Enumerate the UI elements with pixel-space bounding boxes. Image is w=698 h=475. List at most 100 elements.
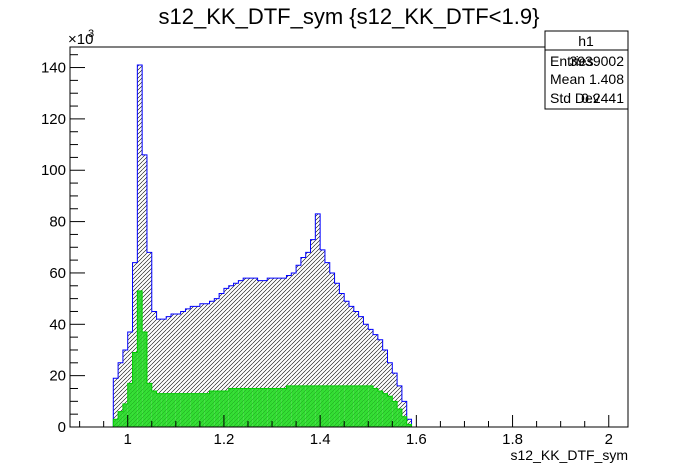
histogram-bar [392, 373, 398, 427]
green-histogram-bar [190, 393, 196, 427]
histogram-bar [339, 293, 345, 427]
green-histogram-bar [113, 419, 119, 427]
stats-name: h1 [578, 33, 594, 49]
histogram-bar [397, 385, 402, 427]
green-histogram-bar [156, 393, 162, 427]
histogram-bar [296, 265, 301, 427]
histogram-bar [199, 303, 205, 427]
histogram-bar [368, 329, 374, 427]
histogram-bar [228, 285, 234, 427]
histogram-bar [180, 311, 186, 427]
histogram-bar [142, 154, 147, 428]
stats-label-mean: Mean [550, 71, 585, 87]
green-histogram-bar [214, 391, 220, 427]
green-histogram-bar [344, 385, 349, 427]
histogram-bar [190, 306, 196, 427]
histogram-bar [257, 280, 263, 427]
histogram-bar [315, 213, 321, 427]
histogram-bar [334, 283, 340, 427]
green-histogram-bar [199, 393, 205, 427]
green-histogram-bar [358, 385, 364, 427]
green-histogram-bar [310, 385, 316, 427]
green-histogram-bar [382, 393, 388, 427]
histogram-bar [281, 278, 287, 427]
green-histogram-bar [286, 385, 292, 427]
histogram-bar [151, 311, 157, 427]
green-histogram-bar [142, 332, 147, 427]
green-histogram-bar [377, 391, 383, 427]
y-tick-label: 140 [41, 60, 66, 77]
histogram-bar [324, 262, 330, 427]
x-tick-label: 1.8 [502, 431, 523, 448]
green-histogram-bar [329, 385, 335, 427]
green-histogram-bar [339, 385, 345, 427]
x-axis: 1 1.2 1.4 1.6 1.8 2 [79, 415, 613, 448]
y-multiplier: ×10 3 [68, 28, 94, 48]
histogram-bar [344, 301, 349, 427]
histogram-outline [112, 64, 417, 428]
green-histogram-bar [243, 388, 248, 427]
green-histogram-bar [363, 385, 369, 427]
green-histogram-bar [195, 393, 200, 427]
green-histogram-bar [401, 416, 407, 427]
histogram-bar [118, 362, 123, 427]
green-histogram-bar [349, 385, 354, 427]
y-tick-label: 20 [49, 368, 66, 385]
histogram-bar [195, 306, 200, 427]
histogram-bar [363, 324, 369, 427]
green-histogram-bar [219, 391, 224, 427]
histogram-bar [161, 319, 167, 427]
y-tick-label: 60 [49, 265, 66, 282]
histogram-bar [262, 280, 268, 427]
green-histogram-bar [272, 388, 277, 427]
green-histogram-bar [406, 424, 412, 427]
histogram-bar [132, 262, 138, 427]
green-histogram-bar [257, 388, 263, 427]
green-histogram-bar [180, 393, 186, 427]
histogram-bar [146, 252, 152, 427]
stats-label-entries: Entries [550, 53, 594, 69]
stats-value-stddev: 0.2441 [581, 90, 624, 106]
histogram-bar [127, 332, 133, 427]
green-histogram-bar [171, 393, 176, 427]
histogram-bar [291, 272, 297, 427]
histogram-bar [175, 314, 181, 427]
histogram-bar [406, 419, 412, 427]
green-histogram-bar [204, 393, 210, 427]
x-tick-label: 1.4 [310, 431, 331, 448]
green-histogram-bar [146, 383, 152, 427]
histogram-bar [233, 283, 239, 427]
histogram-bar [387, 362, 393, 427]
stats-box: h1 Entries 3939002 Mean 1.408 Std Dev 0.… [544, 30, 629, 110]
green-histogram-bar [161, 393, 167, 427]
green-histogram-bar [118, 411, 123, 427]
histogram-bar [373, 334, 378, 427]
histogram-bar [401, 401, 407, 427]
histogram-bar [238, 280, 244, 427]
histogram-bar [320, 249, 325, 427]
y-tick-label: 0 [58, 419, 66, 436]
histogram-bar [305, 252, 311, 427]
histogram-bar [329, 272, 335, 427]
green-histogram-bar [392, 401, 398, 427]
histogram-bar [214, 298, 220, 427]
histogram-bar [171, 314, 176, 427]
histogram-bar [252, 278, 258, 427]
green-histogram-bar [373, 388, 378, 427]
green-histogram-bar [267, 388, 273, 427]
green-histogram-bar [276, 388, 282, 427]
stats-value-entries: 3939002 [569, 53, 624, 69]
x-tick-label: 1.2 [214, 431, 235, 448]
histogram-bar [272, 278, 277, 427]
histogram-bar [243, 278, 248, 427]
x-tick-label: 1 [124, 431, 132, 448]
histogram-bar [358, 316, 364, 427]
histogram-bar [185, 308, 191, 427]
green-histogram-bar [175, 393, 181, 427]
histogram-bar [267, 278, 273, 427]
green-histogram-bar [353, 385, 359, 427]
green-histogram-bar [151, 391, 157, 427]
green-histogram-bar [368, 385, 374, 427]
green-bars-layer [112, 290, 417, 428]
green-histogram-bar [397, 409, 402, 427]
